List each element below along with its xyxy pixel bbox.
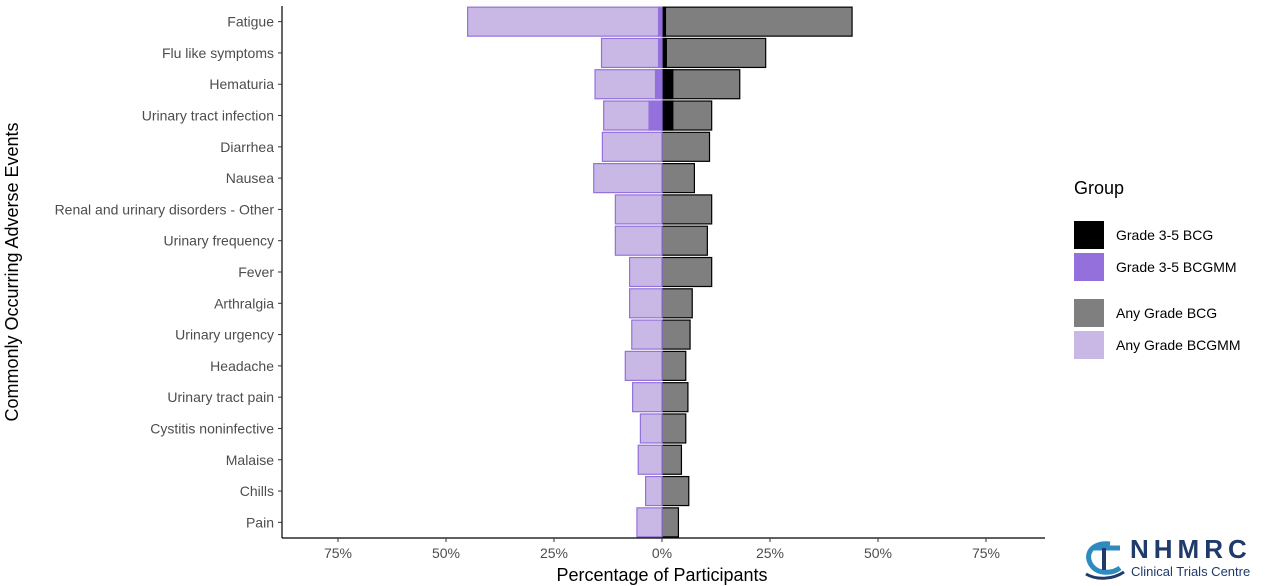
legend-item-any-bcgmm: Any Grade BCGMM	[1074, 331, 1268, 359]
legend-label: Any Grade BCGMM	[1116, 337, 1241, 353]
legend-item-grade35-bcg: Grade 3-5 BCG	[1074, 221, 1268, 249]
bar-any-grade-bcgmm-chills	[644, 475, 663, 507]
y-tick-label: Malaise	[226, 452, 274, 468]
logo-title: NHMRC	[1130, 534, 1252, 564]
bar-any-grade-bcgmm-fatigue	[467, 6, 663, 37]
bar-any-grade-bcgmm-hematuria	[594, 69, 663, 100]
y-tick-label: Flu like symptoms	[162, 45, 274, 61]
y-tick-label: Arthralgia	[214, 295, 274, 311]
legend-swatch	[1074, 221, 1104, 249]
legend-title: Group	[1074, 178, 1125, 198]
bar-any-grade-bcg-cystitis-noninfective	[661, 413, 687, 444]
y-tick-label: Diarrhea	[220, 139, 274, 155]
bar-grade-3-5-bcgmm-fatigue	[657, 6, 663, 37]
x-tick-label: 50%	[432, 545, 460, 561]
legend-item-grade35-bcgmm: Grade 3-5 BCGMM	[1074, 253, 1268, 281]
legend-label: Any Grade BCG	[1116, 305, 1218, 321]
bar-any-grade-bcgmm-headache	[624, 350, 663, 381]
bar-any-grade-bcg-urinary-urgency	[661, 319, 691, 350]
bar-grade-3-5-bcg-hematuria	[661, 69, 674, 100]
bar-grade-3-5-bcg-urinary-tract-infection	[661, 100, 674, 131]
y-tick-label: Urinary tract infection	[142, 108, 274, 124]
y-tick-label: Renal and urinary disorders - Other	[55, 201, 275, 217]
x-tick-label: 0%	[652, 545, 672, 561]
axes-layer: Fatigue Flu like symptoms Hematuria Urinary…	[55, 6, 1045, 561]
bar-any-grade-bcg-diarrhea	[661, 131, 711, 162]
bar-any-grade-bcg-hematuria	[661, 69, 741, 100]
bar-any-grade-bcgmm-arthralgia	[628, 288, 663, 319]
x-tick-label: 25%	[756, 545, 784, 561]
bar-any-grade-bcg-fatigue	[661, 6, 853, 37]
x-tick-label: 75%	[324, 545, 352, 561]
bar-any-grade-bcg-fever	[661, 256, 713, 288]
bar-any-grade-bcg-urinary-tract-pain	[661, 382, 689, 413]
y-tick-label: Pain	[246, 514, 274, 530]
bar-any-grade-bcgmm-urinary-frequency	[614, 225, 663, 256]
legend-item-any-bcg: Any Grade BCG	[1074, 299, 1268, 327]
bar-any-grade-bcgmm-pain	[636, 507, 663, 538]
y-tick-label: Headache	[210, 358, 274, 374]
y-tick-label: Urinary tract pain	[167, 389, 274, 405]
bar-any-grade-bcg-pain	[661, 507, 680, 538]
bar-any-grade-bcgmm-flu-like-symptoms	[600, 37, 663, 69]
y-tick-label: Nausea	[226, 170, 274, 186]
y-tick-label: Cystitis noninfective	[150, 420, 274, 436]
legend-label: Grade 3-5 BCG	[1116, 227, 1214, 243]
bar-any-grade-bcgmm-fever	[628, 256, 663, 288]
bar-any-grade-bcgmm-diarrhea	[601, 131, 663, 162]
logo-subtitle: Clinical Trials Centre	[1131, 564, 1251, 579]
bar-any-grade-bcg-flu-like-symptoms	[661, 37, 767, 69]
legend: Group Grade 3-5 BCG Grade 3-5 BCGMM Any …	[1074, 178, 1268, 363]
bar-any-grade-bcgmm-renal-and-urinary-disorders-other	[614, 194, 663, 225]
legend-swatch	[1074, 253, 1104, 281]
y-axis-title: Commonly Occurring Adverse Events	[2, 122, 22, 421]
x-tick-label: 25%	[540, 545, 568, 561]
y-tick-label: Hematuria	[209, 76, 274, 92]
nhmrc-logo: NHMRC Clinical Trials Centre	[1080, 534, 1260, 582]
bar-any-grade-bcg-nausea	[661, 163, 696, 194]
x-tick-label: 50%	[864, 545, 892, 561]
legend-swatch	[1074, 299, 1104, 327]
legend-label: Grade 3-5 BCGMM	[1116, 259, 1237, 275]
bar-any-grade-bcg-renal-and-urinary-disorders-other	[661, 194, 713, 225]
bar-grade-3-5-bcgmm-hematuria	[654, 69, 663, 100]
bar-any-grade-bcg-headache	[661, 350, 687, 381]
bars-layer	[467, 6, 853, 538]
ctc-logo-icon	[1085, 541, 1125, 580]
bar-grade-3-5-bcg-flu-like-symptoms	[661, 37, 667, 69]
legend-swatch	[1074, 331, 1104, 359]
x-tick-label: 75%	[972, 545, 1000, 561]
y-tick-label: Fever	[238, 264, 274, 280]
bar-any-grade-bcgmm-cystitis-noninfective	[639, 413, 663, 444]
y-tick-label: Fatigue	[227, 14, 274, 30]
y-tick-label: Chills	[240, 483, 274, 499]
bar-grade-3-5-bcgmm-urinary-tract-infection	[648, 100, 663, 131]
bar-any-grade-bcg-arthralgia	[661, 288, 693, 319]
y-tick-label: Urinary frequency	[164, 233, 275, 249]
bar-any-grade-bcgmm-urinary-urgency	[631, 319, 663, 350]
bar-any-grade-bcgmm-urinary-tract-pain	[632, 382, 663, 413]
bar-any-grade-bcg-urinary-frequency	[661, 225, 708, 256]
bar-any-grade-bcg-malaise	[661, 444, 683, 475]
bar-any-grade-bcgmm-malaise	[637, 444, 663, 475]
bar-grade-3-5-bcgmm-flu-like-symptoms	[657, 37, 663, 69]
bar-any-grade-bcg-chills	[661, 475, 690, 507]
bar-any-grade-bcgmm-nausea	[593, 163, 663, 194]
x-axis-title: Percentage of Participants	[556, 565, 767, 585]
y-tick-label: Urinary urgency	[175, 327, 274, 343]
